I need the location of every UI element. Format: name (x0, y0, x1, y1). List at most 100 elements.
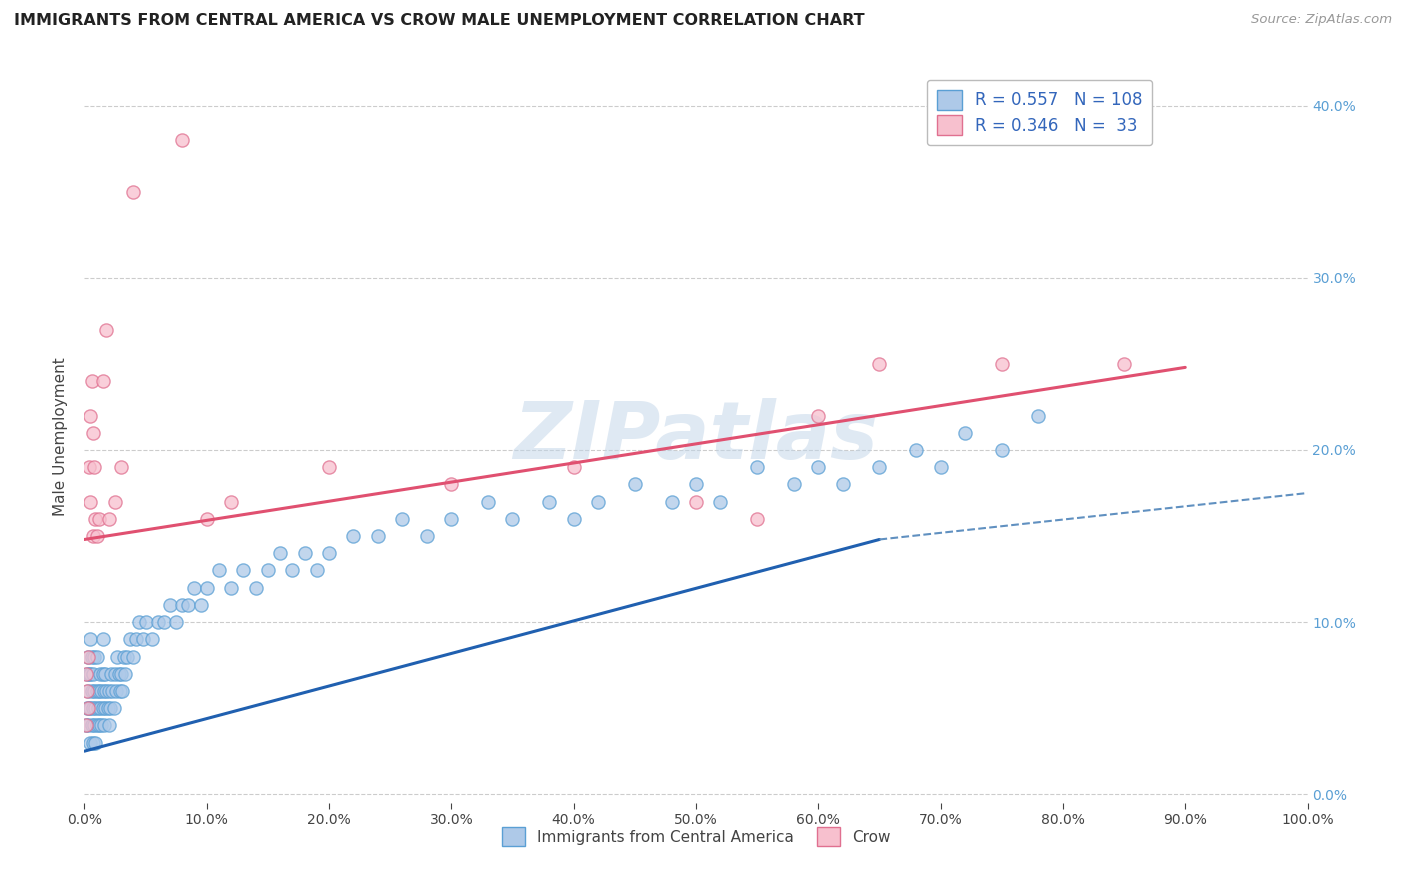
Point (79, 632, 101, 647)
Point (75, 718, 97, 732)
Point (94, 701, 117, 715)
Point (77, 460, 100, 475)
Point (1114, 357, 1136, 371)
Point (318, 546, 340, 560)
Point (110, 460, 132, 475)
Point (105, 649, 128, 664)
Point (108, 684, 131, 698)
Point (685, 494, 707, 508)
Point (103, 701, 125, 715)
Point (97, 512, 120, 526)
Point (991, 357, 1014, 371)
Point (82, 701, 104, 715)
Point (86, 529, 108, 543)
Point (91, 632, 114, 647)
Point (416, 529, 439, 543)
Point (76, 701, 98, 715)
Point (831, 477, 853, 491)
Point (869, 357, 891, 371)
Point (75, 666, 97, 681)
Point (91, 374, 114, 388)
Point (172, 598, 194, 612)
Point (77, 701, 100, 715)
Point (110, 666, 132, 681)
Point (86, 718, 108, 732)
Point (91, 701, 114, 715)
Point (177, 598, 200, 612)
Point (75, 718, 97, 732)
Point (77, 718, 100, 732)
Point (153, 615, 176, 629)
Point (905, 442, 928, 457)
Point (269, 546, 291, 560)
Point (125, 632, 148, 647)
Point (87, 701, 110, 715)
Point (190, 598, 212, 612)
Point (93, 718, 115, 732)
Point (257, 564, 280, 578)
Text: ZIPatlas: ZIPatlas (513, 398, 879, 476)
Point (146, 615, 169, 629)
Point (79, 666, 101, 681)
Point (172, 133, 194, 147)
Point (91, 666, 114, 681)
Point (77, 649, 100, 664)
Point (87, 684, 110, 698)
Point (80, 374, 103, 388)
Point (294, 546, 316, 560)
Point (83, 649, 105, 664)
Point (953, 425, 976, 440)
Point (83, 718, 105, 732)
Point (305, 564, 328, 578)
Point (281, 564, 304, 578)
Point (86, 684, 108, 698)
Point (77, 666, 100, 681)
Point (208, 564, 231, 578)
Point (135, 615, 157, 629)
Point (685, 477, 707, 491)
Point (391, 512, 413, 526)
Point (79, 701, 101, 715)
Point (82, 735, 104, 749)
Point (165, 615, 187, 629)
Point (114, 666, 136, 681)
Point (89, 701, 111, 715)
Point (83, 460, 105, 475)
Point (440, 512, 463, 526)
Point (128, 615, 150, 629)
Point (367, 529, 389, 543)
Point (141, 632, 163, 647)
Point (159, 598, 181, 612)
Point (77, 649, 100, 664)
Point (709, 494, 731, 508)
Point (82, 529, 104, 543)
Point (869, 460, 891, 475)
Point (661, 494, 683, 508)
Point (84, 701, 107, 715)
Point (107, 666, 129, 681)
Point (105, 684, 128, 698)
Point (82, 425, 104, 440)
Point (89, 666, 111, 681)
Point (502, 512, 524, 526)
Point (87, 512, 110, 526)
Point (82, 666, 104, 681)
Y-axis label: Male Unemployment: Male Unemployment (53, 358, 69, 516)
Point (97, 684, 120, 698)
Point (100, 666, 122, 681)
Point (624, 477, 647, 491)
Point (111, 684, 134, 698)
Point (747, 512, 769, 526)
Point (562, 512, 585, 526)
Point (318, 460, 340, 475)
Point (80, 649, 103, 664)
Legend: Immigrants from Central America, Crow: Immigrants from Central America, Crow (494, 820, 898, 854)
Point (77, 684, 100, 698)
Point (96, 684, 118, 698)
Point (538, 494, 561, 508)
Point (132, 632, 155, 647)
Point (104, 494, 127, 508)
Point (76, 666, 98, 681)
Point (122, 649, 145, 664)
Point (219, 581, 242, 595)
